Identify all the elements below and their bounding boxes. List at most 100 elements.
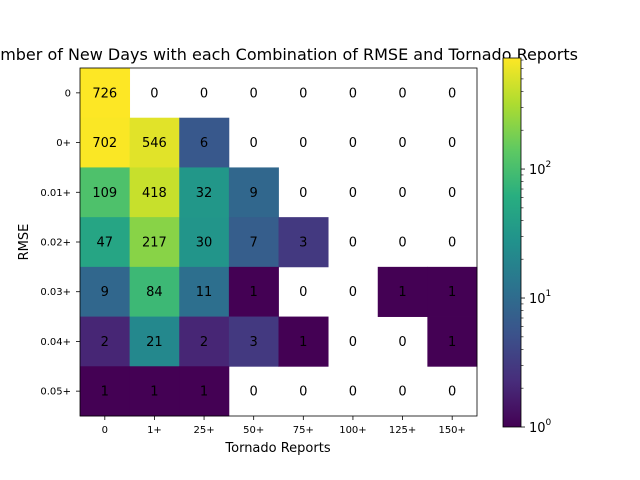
- x-tick-label: 50+: [243, 425, 264, 436]
- heatmap-cell: [228, 316, 279, 367]
- cell-value-label: 0: [349, 86, 357, 101]
- heatmap-cell: [129, 266, 180, 317]
- y-tick-label: 0.05+: [40, 387, 71, 398]
- cell-value-label: 0: [398, 136, 406, 151]
- cell-value-label: 1: [200, 385, 208, 400]
- heatmap-cell: [179, 167, 230, 218]
- x-tick-label: 0: [102, 425, 108, 436]
- y-tick-label: 0.04+: [40, 337, 71, 348]
- cell-value-label: 0: [448, 136, 456, 151]
- x-tick-label: 150+: [438, 425, 465, 436]
- cell-value-label: 0: [448, 385, 456, 400]
- cell-value-label: 726: [92, 86, 117, 101]
- cell-value-label: 1: [448, 285, 456, 300]
- cell-value-label: 1: [299, 335, 307, 350]
- heatmap-cell: [228, 167, 279, 218]
- cell-value-label: 418: [142, 186, 167, 201]
- cell-value-label: 217: [142, 236, 167, 251]
- cell-value-label: 11: [196, 285, 213, 300]
- heatmap-cell: [129, 117, 180, 168]
- cell-value-label: 0: [349, 236, 357, 251]
- cell-value-label: 9: [101, 285, 109, 300]
- y-axis-ticks: 0 0+ 0.01+ 0.02+ 0.03+ 0.04+ 0.05+: [40, 88, 80, 398]
- cell-value-label: 0: [150, 86, 158, 101]
- cell-value-label: 9: [250, 186, 258, 201]
- heatmap-cell: [179, 117, 230, 168]
- cell-value-label: 546: [142, 136, 167, 151]
- x-axis-ticks: 0 1+ 25+ 50+ 75+ 100+ 125+ 150+: [102, 416, 466, 436]
- cell-value-label: 3: [250, 335, 258, 350]
- colorbar-tick-label: 101: [529, 289, 551, 307]
- heatmap-cell: [179, 316, 230, 367]
- cell-value-label: 0: [398, 335, 406, 350]
- heatmap-cell: [179, 217, 230, 268]
- x-tick-label: 125+: [389, 425, 416, 436]
- cell-value-label: 6: [200, 136, 208, 151]
- cell-value-label: 0: [200, 86, 208, 101]
- cell-value-label: 0: [448, 236, 456, 251]
- cell-value-label: 0: [299, 285, 307, 300]
- cell-value-label: 0: [398, 186, 406, 201]
- cell-value-label: 7: [250, 236, 258, 251]
- heatmap-cell: [427, 316, 478, 367]
- y-tick-label: 0.02+: [40, 238, 71, 249]
- cell-value-label: 0: [349, 285, 357, 300]
- heatmap-cell: [278, 217, 329, 268]
- cell-value-label: 109: [92, 186, 117, 201]
- colorbar-tick-label: 100: [529, 418, 552, 436]
- x-tick-label: 100+: [339, 425, 366, 436]
- heatmap-cell: [129, 217, 180, 268]
- heatmap-cell: [80, 68, 131, 119]
- heatmap-cell: [129, 316, 180, 367]
- cell-value-label: 47: [97, 236, 114, 251]
- cell-value-label: 0: [299, 186, 307, 201]
- x-tick-label: 1+: [147, 425, 162, 436]
- cell-value-label: 3: [299, 236, 307, 251]
- cell-value-label: 1: [250, 285, 258, 300]
- chart-title: Number of New Days with each Combination…: [0, 45, 578, 64]
- cell-value-label: 1: [448, 335, 456, 350]
- cell-value-label: 0: [398, 236, 406, 251]
- heatmap-cell: [80, 117, 131, 168]
- heatmap-cell: [278, 316, 329, 367]
- heatmap-cell: [377, 266, 428, 317]
- x-axis-label: Tornado Reports: [224, 441, 330, 456]
- y-tick-label: 0.03+: [40, 287, 71, 298]
- cell-value-label: 0: [299, 385, 307, 400]
- cell-value-label: 0: [448, 186, 456, 201]
- cell-value-label: 1: [398, 285, 406, 300]
- cell-value-label: 32: [196, 186, 213, 201]
- cell-value-label: 21: [146, 335, 163, 350]
- cell-value-label: 0: [250, 86, 258, 101]
- heatmap-cell: [228, 217, 279, 268]
- cell-value-label: 0: [398, 385, 406, 400]
- y-tick-label: 0: [65, 88, 71, 99]
- cell-value-label: 0: [250, 385, 258, 400]
- colorbar-ticks: 100 101 102: [521, 59, 552, 436]
- heatmap-cell: [80, 217, 131, 268]
- x-tick-label: 25+: [194, 425, 215, 436]
- y-tick-label: 0+: [56, 138, 71, 149]
- heatmap-cell: [179, 266, 230, 317]
- heatmap-cell: [129, 366, 180, 417]
- cell-value-label: 0: [299, 86, 307, 101]
- y-axis-label: RMSE: [17, 224, 32, 261]
- cell-value-label: 0: [349, 186, 357, 201]
- heatmap-cell: [427, 266, 478, 317]
- cell-value-label: 702: [92, 136, 117, 151]
- cell-value-label: 0: [349, 335, 357, 350]
- cell-value-label: 0: [398, 86, 406, 101]
- cell-value-label: 84: [146, 285, 163, 300]
- heatmap-cell: [80, 266, 131, 317]
- cell-value-label: 2: [101, 335, 109, 350]
- colorbar-tick-label: 102: [529, 160, 551, 178]
- heatmap-cell: [179, 366, 230, 417]
- y-tick-label: 0.01+: [40, 188, 71, 199]
- heatmap-cell: [228, 266, 279, 317]
- cell-value-label: 0: [448, 86, 456, 101]
- cell-value-label: 1: [101, 385, 109, 400]
- cell-value-label: 0: [250, 136, 258, 151]
- cell-value-label: 0: [349, 136, 357, 151]
